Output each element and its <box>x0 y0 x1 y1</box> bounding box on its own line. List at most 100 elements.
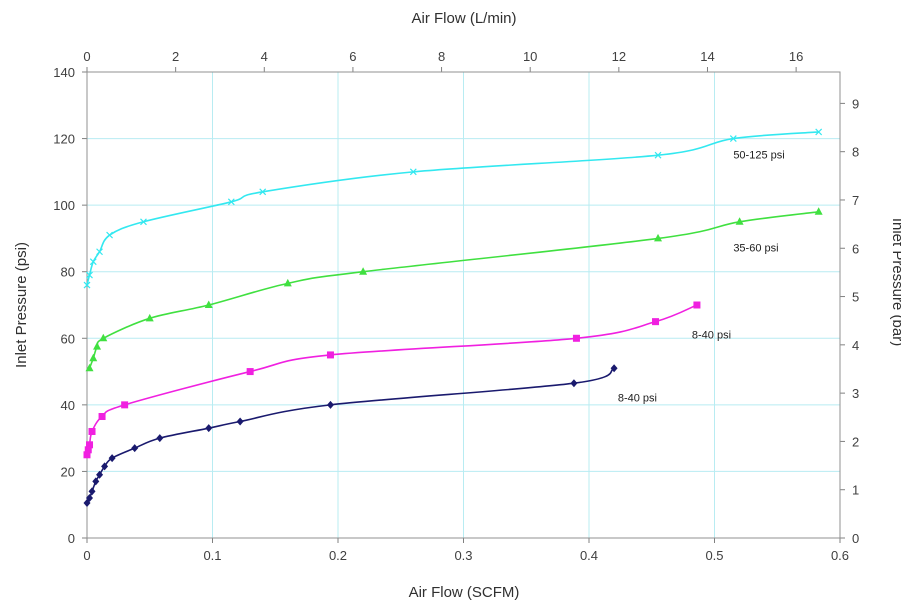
y2-tick-label: 9 <box>852 96 859 111</box>
series-2 <box>85 207 823 372</box>
diamond-marker <box>205 424 213 433</box>
series-label: 50-125 psi <box>733 150 784 162</box>
x-marker <box>654 151 662 159</box>
y-tick-label: 140 <box>53 65 75 80</box>
x-tick-label: 0 <box>83 548 90 563</box>
square-marker <box>246 368 254 376</box>
diamond-marker <box>88 487 96 496</box>
square-marker <box>98 413 106 421</box>
y-tick-label: 120 <box>53 132 75 147</box>
square-marker <box>86 441 94 449</box>
series-layer <box>83 128 823 508</box>
diamond-marker <box>92 477 100 486</box>
x-tick-label: 0.3 <box>454 548 472 563</box>
y2-tick-label: 2 <box>852 434 859 449</box>
diamond-marker <box>610 364 618 373</box>
square-marker <box>84 446 92 454</box>
y2-tick-label: 6 <box>852 241 859 256</box>
y2-tick-label: 7 <box>852 193 859 208</box>
x-marker <box>83 281 91 289</box>
triangle-marker <box>89 353 98 362</box>
square-marker <box>83 451 91 459</box>
y2-axis-title: Inlet Pressure (bar) <box>889 218 901 346</box>
x-marker <box>89 258 97 266</box>
x2-tick-label: 14 <box>700 49 714 64</box>
x-marker <box>227 198 235 206</box>
diamond-marker <box>236 417 244 426</box>
x2-tick-label: 4 <box>261 49 268 64</box>
x-marker <box>409 168 417 176</box>
y2-tick-label: 8 <box>852 145 859 160</box>
x-tick-label: 0.2 <box>329 548 347 563</box>
y2-tick-label: 5 <box>852 290 859 305</box>
square-marker <box>121 401 129 409</box>
x-marker <box>815 128 823 136</box>
series-label: 35-60 psi <box>733 243 778 255</box>
triangle-marker <box>85 363 94 372</box>
triangle-marker <box>145 313 154 322</box>
y-axis-title: Inlet Pressure (psi) <box>13 242 30 368</box>
triangle-marker <box>93 342 102 350</box>
y2-tick-label: 3 <box>852 386 859 401</box>
x2-tick-label: 8 <box>438 49 445 64</box>
plot-border <box>86 71 841 539</box>
x-tick-label: 0.5 <box>705 548 723 563</box>
triangle-marker <box>359 267 368 275</box>
series-label: 8-40 psi <box>692 329 731 341</box>
x2-axis-title: Air Flow (L/min) <box>411 10 516 27</box>
y-tick-label: 0 <box>68 531 75 546</box>
series-label: 8-40 psi <box>618 393 657 405</box>
diamond-marker <box>326 400 334 409</box>
series-line <box>86 304 698 455</box>
y2-tick-label: 0 <box>852 531 859 546</box>
x2-tick-label: 0 <box>83 49 90 64</box>
x-tick-label: 0.6 <box>831 548 849 563</box>
y-tick-label: 40 <box>61 398 75 413</box>
diamond-marker <box>96 470 104 479</box>
series-4 <box>83 364 618 508</box>
triangle-marker <box>654 233 663 242</box>
grid-lines <box>87 72 840 538</box>
triangle-marker <box>735 217 744 225</box>
triangle-marker <box>814 207 823 215</box>
y2-tick-label: 1 <box>852 483 859 498</box>
x2-tick-label: 6 <box>349 49 356 64</box>
x-marker <box>106 231 114 239</box>
diamond-marker <box>108 454 116 463</box>
y-tick-label: 60 <box>61 331 75 346</box>
x-tick-label: 0.1 <box>203 548 221 563</box>
x2-tick-label: 12 <box>612 49 626 64</box>
square-marker <box>88 427 96 435</box>
plot-frame <box>82 67 845 543</box>
square-marker <box>572 334 580 342</box>
x2-tick-label: 10 <box>523 49 537 64</box>
x-marker <box>96 248 103 256</box>
diamond-marker <box>131 444 139 453</box>
y2-tick-label: 4 <box>852 338 859 353</box>
series-line <box>86 367 615 504</box>
series-line <box>88 211 819 369</box>
x2-tick-label: 2 <box>172 49 179 64</box>
diamond-marker <box>101 462 109 471</box>
x-marker <box>729 135 737 142</box>
y-tick-label: 80 <box>61 265 75 280</box>
series-1 <box>83 128 823 289</box>
series-labels: 50-125 psi 35-60 psi 8-40 psi 8-40 psi <box>618 150 785 405</box>
x-marker <box>86 271 93 279</box>
diamond-marker <box>570 379 578 388</box>
triangle-marker <box>283 278 292 287</box>
x-axis-title: Air Flow (SCFM) <box>409 584 520 601</box>
square-marker <box>693 301 701 309</box>
square-marker <box>652 318 660 326</box>
diamond-marker <box>156 434 164 443</box>
y-tick-label: 20 <box>61 464 75 479</box>
x2-tick-label: 16 <box>789 49 803 64</box>
triangle-marker <box>204 300 213 308</box>
x-marker <box>140 218 147 226</box>
y-tick-label: 100 <box>53 198 75 213</box>
triangle-marker <box>99 333 108 342</box>
x-tick-label: 0.4 <box>580 548 598 563</box>
series-3 <box>83 301 701 459</box>
